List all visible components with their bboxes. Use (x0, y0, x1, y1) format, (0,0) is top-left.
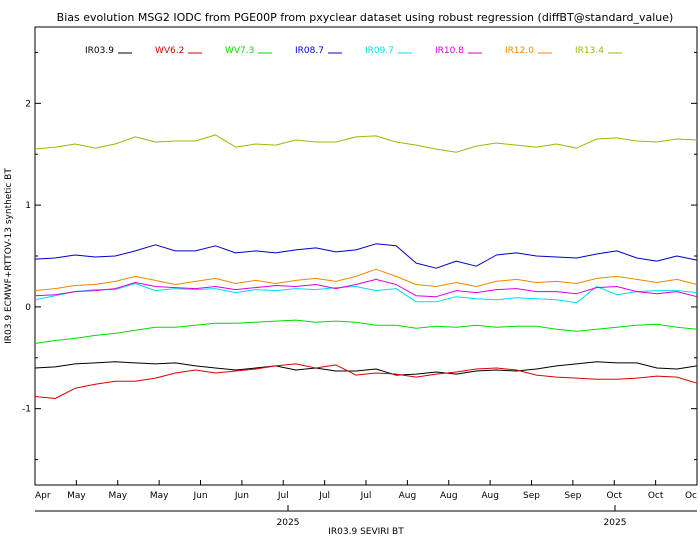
y-axis-label: IR03.9 ECMWF+RTTOV-13 synthetic BT (4, 168, 14, 344)
y-tick-label: 1 (25, 201, 31, 211)
series-layer (34, 134, 698, 399)
series-line-ir10-8 (34, 278, 698, 298)
x-tick-label: Sep (523, 491, 540, 501)
series-line-wv6-2 (34, 363, 698, 399)
y-axis: -1 0 1 2 (22, 51, 697, 461)
legend-label: WV7.3 (225, 46, 254, 56)
x-tick-label: Jun (192, 491, 207, 501)
y-tick-label: 2 (25, 99, 31, 109)
year-label: 2025 (604, 518, 627, 528)
series-line-ir09-7 (34, 283, 698, 304)
x-axis-label: IR03.9 SEVIRI BT (328, 527, 404, 537)
series-line-ir08-7 (34, 243, 698, 269)
x-tick-label: Oct (648, 491, 664, 501)
legend-label: WV6.2 (155, 46, 184, 56)
series-line-ir13-4 (34, 134, 698, 153)
legend-label: IR09.7 (365, 46, 394, 56)
legend-label: IR10.8 (435, 46, 464, 56)
x-tick-label: Jun (234, 491, 249, 501)
legend-label: IR13.4 (575, 46, 604, 56)
x-tick-label: Apr (35, 491, 51, 501)
series-line-ir03-9 (34, 361, 698, 376)
chart-legend: IR03.9 WV6.2 WV7.3 IR08.7 IR09.7 IR10.8 IR12.0… (85, 46, 622, 56)
chart-title: Bias evolution MSG2 IODC from PGE00P fro… (57, 11, 674, 24)
x-tick-label: May (67, 491, 86, 501)
x-tick-label: Sep (564, 491, 581, 501)
x-tick-label: Jul (277, 491, 289, 501)
series-line-wv7-3 (34, 319, 698, 344)
x-tick-label: Jul (360, 491, 372, 501)
x-tick-label: Aug (440, 491, 458, 501)
x-tick-label: Oct (606, 491, 622, 501)
x-tick-label: May (108, 491, 127, 501)
x-tick-label: Oc (685, 491, 697, 501)
legend-label: IR12.0 (505, 46, 534, 56)
y-tick-label: 0 (25, 303, 31, 313)
x-tick-label: Aug (481, 491, 499, 501)
legend-label: IR08.7 (295, 46, 324, 56)
x-tick-label: Jul (318, 491, 330, 501)
series-line-ir12-0 (34, 268, 698, 292)
legend-label: IR03.9 (85, 46, 114, 56)
x-axis: Apr May May May Jun Jun Jul Jul Jul Aug Aug Aug Sep S… (34, 480, 698, 528)
plot-frame (34, 26, 698, 486)
y-tick-label: -1 (22, 405, 31, 415)
year-label: 2025 (277, 518, 300, 528)
x-tick-label: May (150, 491, 169, 501)
x-tick-label: Aug (399, 491, 417, 501)
